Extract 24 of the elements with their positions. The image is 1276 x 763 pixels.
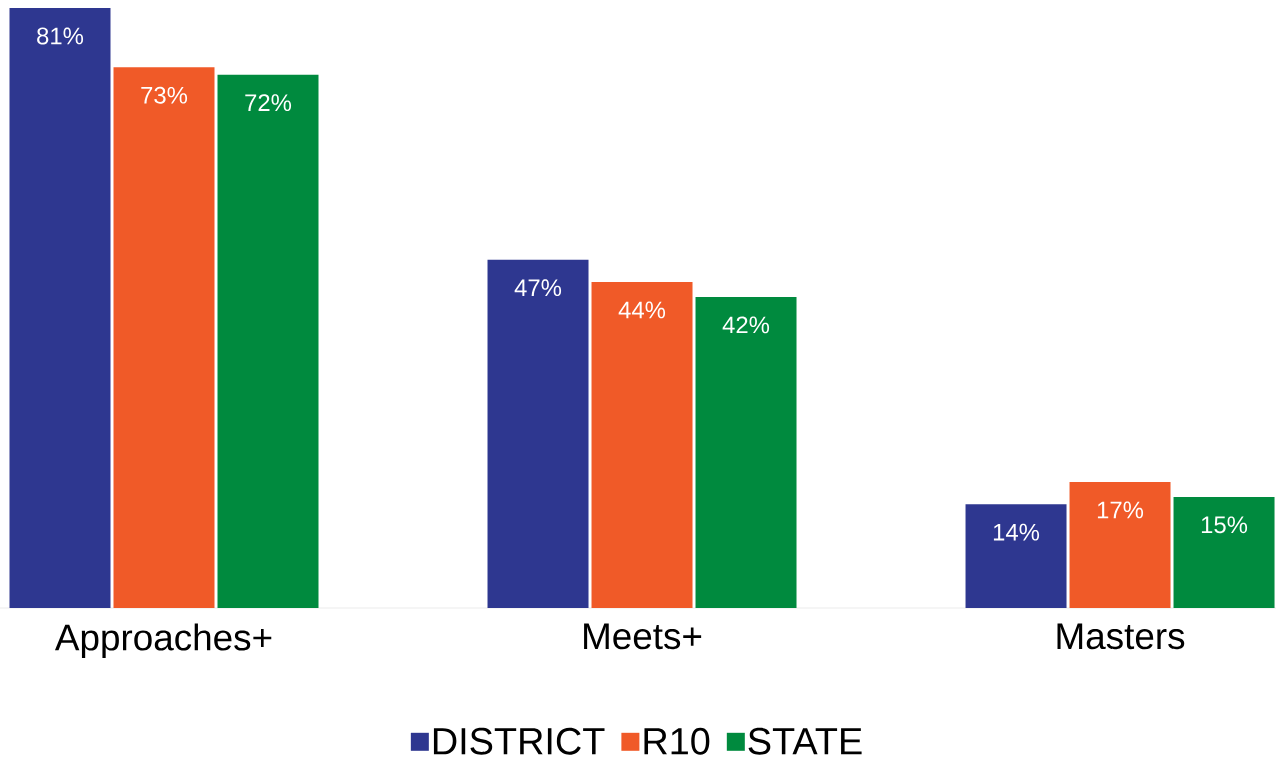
x-tick-label: Masters (1057, 623, 1185, 650)
x-tick-label: Approaches+ (54, 623, 272, 658)
bar (487, 259, 589, 608)
bar (217, 74, 319, 608)
x-tick-label: Meets+ (584, 623, 702, 650)
data-label: 44% (618, 301, 666, 319)
legend-label: STATE (748, 727, 862, 755)
bar (9, 8, 111, 608)
bar (1069, 482, 1171, 608)
bar (113, 67, 215, 608)
legend-label: R10 (644, 727, 710, 755)
data-label: 17% (1097, 501, 1144, 519)
data-label: 73% (141, 86, 188, 104)
legend-label: DISTRICT (433, 727, 605, 755)
data-label: 14% (993, 523, 1040, 541)
data-label: 72% (245, 94, 292, 112)
bar (965, 504, 1067, 608)
data-label: 81% (37, 27, 84, 45)
bar (1173, 496, 1275, 608)
data-label: 15% (1201, 516, 1248, 534)
data-label: 47% (514, 279, 562, 297)
bar (591, 282, 693, 608)
data-label: 42% (722, 316, 770, 334)
bar (695, 296, 797, 608)
